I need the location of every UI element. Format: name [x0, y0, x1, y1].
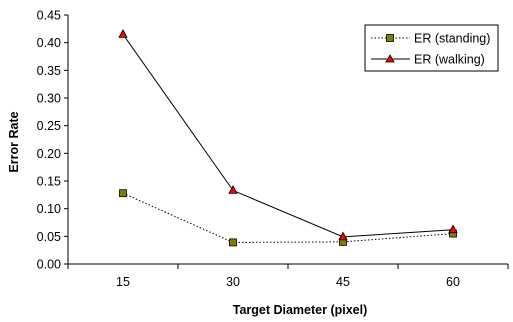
legend-marker-standing: [386, 34, 394, 42]
legend-box: [364, 24, 499, 72]
y-axis-title: Error Rate: [7, 111, 21, 172]
x-tick-label: 45: [336, 275, 350, 289]
legend-label-standing: ER (standing): [414, 32, 490, 46]
y-tick-label: 0.15: [37, 175, 61, 189]
y-tick-label: 0.00: [37, 258, 61, 272]
x-tick-label: 15: [116, 275, 130, 289]
x-axis-title: Target Diameter (pixel): [233, 303, 368, 317]
y-tick-label: 0.05: [37, 230, 61, 244]
data-point-walking: [448, 224, 458, 234]
series-layer: [118, 29, 458, 247]
legend-label-walking: ER (walking): [414, 53, 485, 67]
legend: ER (standing) ER (walking): [364, 24, 499, 72]
y-tick-label: 0.20: [37, 147, 61, 161]
y-tick-label: 0.40: [37, 36, 61, 50]
data-point-walking: [338, 231, 348, 241]
data-point-standing: [229, 238, 237, 247]
y-tick-label: 0.45: [37, 9, 61, 23]
series-line-walking: [122, 34, 454, 238]
x-axis: 15 30 45 60: [67, 264, 509, 289]
data-point-walking: [118, 29, 128, 38]
x-tick-label: 30: [226, 275, 240, 289]
y-tick-label: 0.30: [37, 92, 61, 106]
y-tick-label: 0.35: [37, 64, 61, 78]
legend-marker-walking: [385, 54, 395, 63]
y-tick-label: 0.10: [37, 202, 61, 216]
data-point-standing: [119, 189, 127, 198]
x-tick-label: 60: [446, 275, 460, 289]
series-line-standing: [122, 192, 454, 243]
y-tick-label: 0.25: [37, 119, 61, 133]
y-axis: 0.00 0.05 0.10 0.15 0.20 0.25 0.30 0.35 0.40 0.45: [37, 9, 68, 272]
data-point-walking: [228, 185, 238, 194]
